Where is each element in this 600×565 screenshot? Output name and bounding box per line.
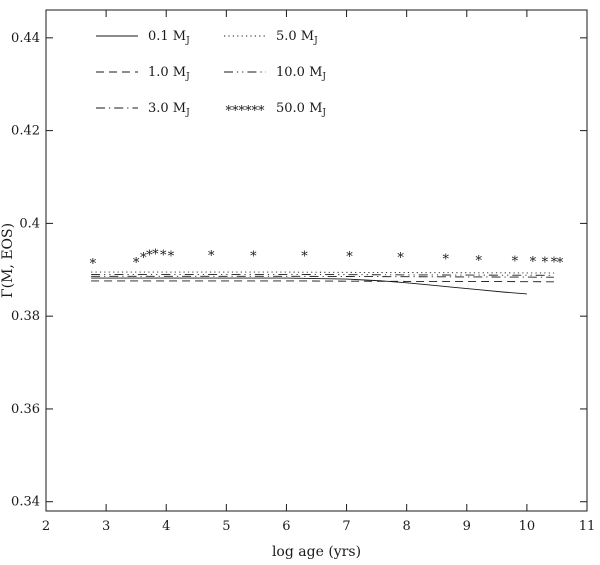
series-1.0-MJ xyxy=(91,280,554,283)
y-tick-label: 0.36 xyxy=(11,402,40,417)
asterisk-marker: * xyxy=(90,257,97,272)
series-3.0-MJ xyxy=(91,275,554,278)
asterisk-marker: * xyxy=(146,249,153,264)
y-axis: 0.34 0.36 0.38 0.4 0.42 0.44 Γ(M, EOS) xyxy=(0,31,587,510)
legend-label: 0.1 MJ xyxy=(148,29,190,46)
y-tick-label: 0.38 xyxy=(11,309,40,324)
legend-label: 50.0 MJ xyxy=(276,101,326,118)
x-tick-label: 3 xyxy=(102,519,110,534)
asterisk-marker: * xyxy=(346,250,353,265)
series-0.1-MJ xyxy=(91,277,527,295)
x-tick-label: 10 xyxy=(519,519,536,534)
asterisk-marker: * xyxy=(152,247,159,262)
x-tick-label: 11 xyxy=(579,519,596,534)
y-tick-label: 0.44 xyxy=(11,31,40,46)
legend-label: 3.0 MJ xyxy=(148,101,190,118)
y-axis-label: Γ(M, EOS) xyxy=(0,223,16,298)
x-tick-label: 9 xyxy=(463,519,471,534)
asterisk-marker: * xyxy=(250,250,257,265)
asterisk-marker: * xyxy=(140,251,147,266)
x-tick-label: 8 xyxy=(403,519,411,534)
asterisk-marker: * xyxy=(133,256,140,271)
legend-label: 1.0 MJ xyxy=(148,65,190,82)
asterisk-marker: * xyxy=(557,256,564,271)
asterisk-marker: * xyxy=(542,256,549,271)
asterisk-marker: * xyxy=(530,255,537,270)
asterisk-marker: * xyxy=(551,256,558,271)
asterisk-marker: * xyxy=(168,250,175,265)
x-axis-label: log age (yrs) xyxy=(272,544,361,560)
x-tick-label: 2 xyxy=(42,519,50,534)
plot-frame xyxy=(45,9,588,512)
asterisk-marker: * xyxy=(442,252,449,267)
y-tick-label: 0.4 xyxy=(19,216,40,231)
series-5.0-MJ xyxy=(91,271,554,274)
legend-label: 10.0 MJ xyxy=(276,65,326,82)
legend-asterisk-sample: ****** xyxy=(226,104,266,119)
x-tick-label: 6 xyxy=(282,519,290,534)
asterisk-marker: * xyxy=(512,255,519,270)
asterisk-marker: * xyxy=(208,249,215,264)
asterisk-marker: * xyxy=(476,254,483,269)
x-tick-label: 5 xyxy=(222,519,230,534)
x-tick-label: 7 xyxy=(342,519,350,534)
y-tick-label: 0.42 xyxy=(11,124,40,139)
asterisk-marker: * xyxy=(160,249,167,264)
x-tick-label: 4 xyxy=(162,519,170,534)
legend: 0.1 MJ 1.0 MJ 3.0 MJ 5.0 MJ 10.0 MJ ****** 50.… xyxy=(96,29,326,119)
series-50.0-MJ: * * * * * * * * * * * * * * * * * * * xyxy=(90,247,564,272)
series-10.0-MJ xyxy=(91,273,554,276)
asterisk-marker: * xyxy=(397,251,404,266)
asterisk-marker: * xyxy=(301,250,308,265)
legend-label: 5.0 MJ xyxy=(276,29,318,46)
y-tick-label: 0.34 xyxy=(11,495,40,510)
x-axis: 2 3 4 5 6 7 8 9 10 11 log age (yrs) xyxy=(42,10,595,560)
